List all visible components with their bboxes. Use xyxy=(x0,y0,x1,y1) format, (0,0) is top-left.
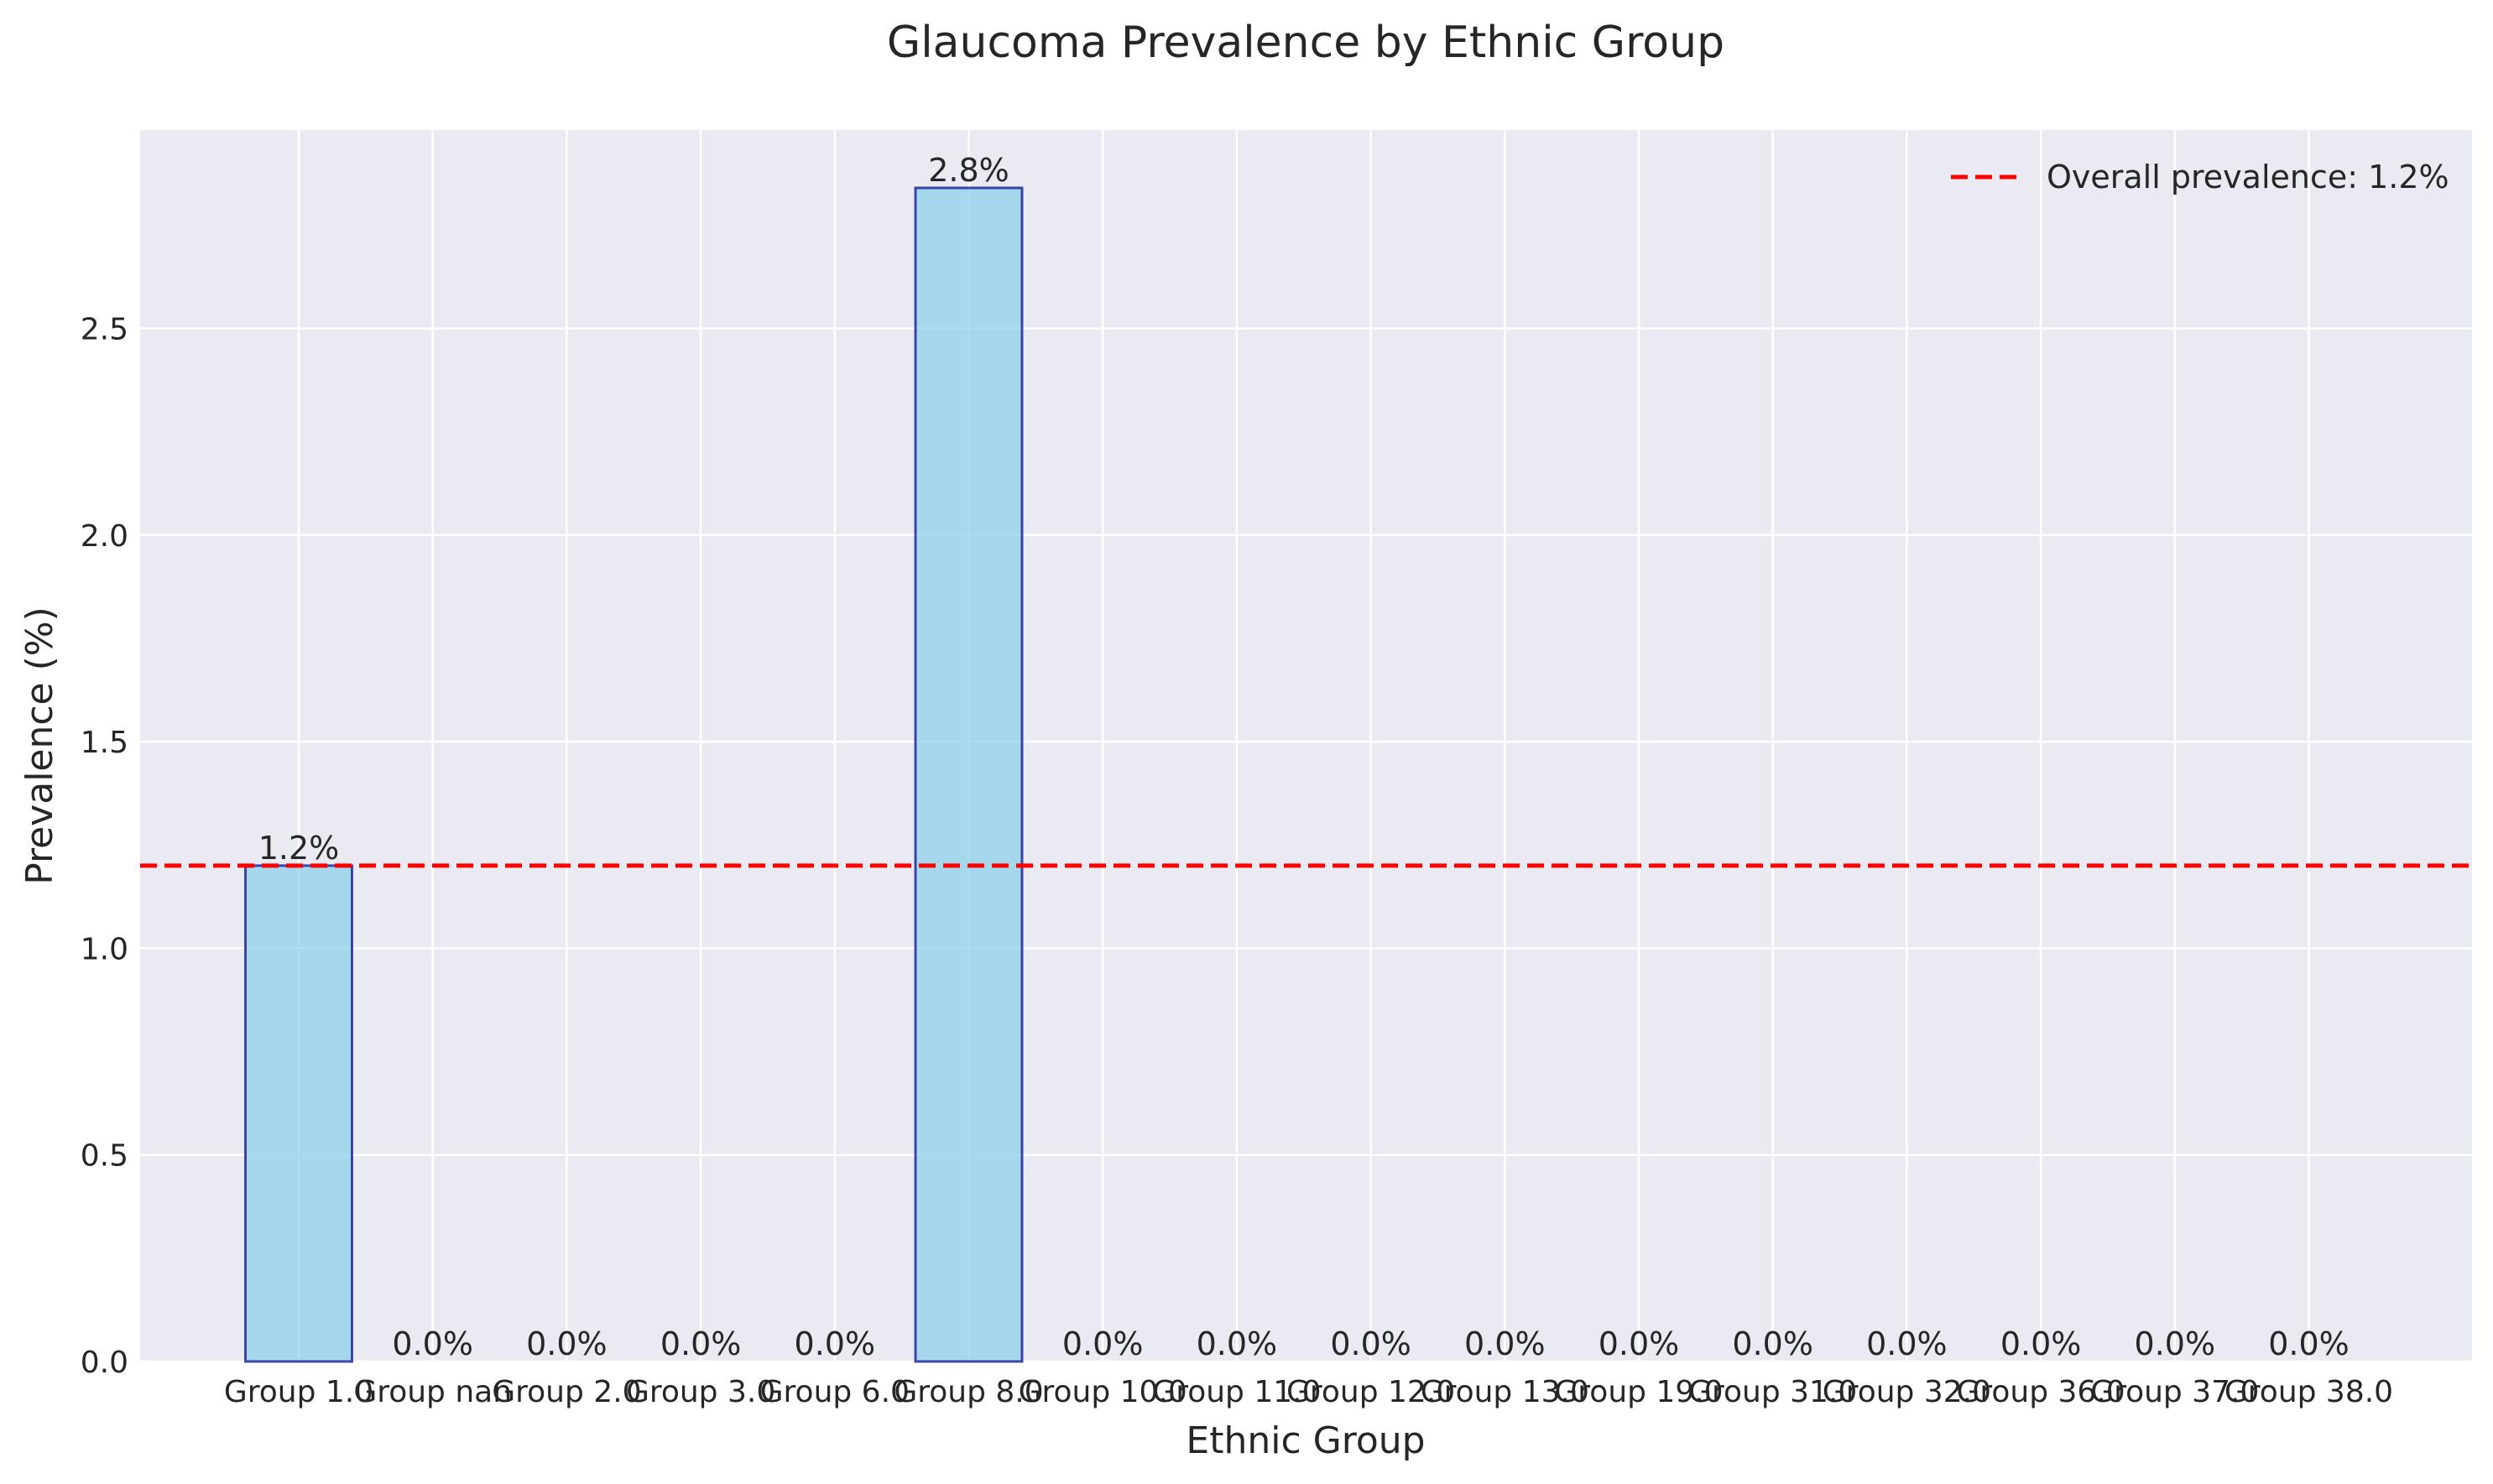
bar-value-label: 0.0% xyxy=(1866,1325,1948,1362)
bar xyxy=(244,864,353,1363)
x-tick-label: Group 31.0 xyxy=(1688,1375,1857,1409)
bars-layer xyxy=(244,186,1024,1363)
y-tick-labels: 0.0 0.5 1.0 1.5 2.0 2.5 xyxy=(81,312,128,1380)
bar-value-label: 0.0% xyxy=(392,1325,473,1362)
x-axis-label: Ethnic Group xyxy=(1186,1419,1425,1462)
data-labels-layer: 1.2% 0.0% 0.0% 0.0% 0.0% 2.8% 0.0% 0.0% 0.0% 0.0%… xyxy=(258,152,2350,1362)
y-tick-label: 1.0 xyxy=(81,932,128,966)
bar-value-label: 0.0% xyxy=(1062,1325,1144,1362)
x-tick-label: Group 8.0 xyxy=(894,1375,1043,1409)
bar-value-label: 0.0% xyxy=(1197,1325,1278,1362)
y-tick-label: 0.0 xyxy=(81,1346,128,1380)
bar-value-label: 0.0% xyxy=(526,1325,608,1362)
x-tick-label: Group 10.0 xyxy=(1019,1375,1187,1409)
bar-value-label: 0.0% xyxy=(1464,1325,1546,1362)
bar-value-label: 0.0% xyxy=(2000,1325,2082,1362)
y-tick-label: 1.5 xyxy=(81,726,128,760)
x-tick-label: Group 3.0 xyxy=(626,1375,775,1409)
bar-value-label: 0.0% xyxy=(2268,1325,2350,1362)
legend-label: Overall prevalence: 1.2% xyxy=(2047,159,2449,195)
bar-value-label: 0.0% xyxy=(2135,1325,2216,1362)
y-axis-label: Prevalence (%) xyxy=(18,607,61,885)
bar-value-label: 0.0% xyxy=(795,1325,876,1362)
x-tick-label: Group 2.0 xyxy=(492,1375,641,1409)
bar xyxy=(914,186,1024,1363)
legend: Overall prevalence: 1.2% xyxy=(1951,159,2449,195)
x-tick-label: Group 1.0 xyxy=(224,1375,373,1409)
plot-area xyxy=(140,130,2472,1362)
bar-value-label: 0.0% xyxy=(1732,1325,1813,1362)
x-tick-label: Group 12.0 xyxy=(1286,1375,1455,1409)
x-tick-label: Group 38.0 xyxy=(2224,1375,2393,1409)
bar-value-label: 0.0% xyxy=(1330,1325,1411,1362)
x-tick-label: Group 19.0 xyxy=(1554,1375,1723,1409)
x-tick-label: Group 37.0 xyxy=(2090,1375,2259,1409)
bar-value-label: 0.0% xyxy=(660,1325,742,1362)
bar-value-label: 2.8% xyxy=(928,152,1009,189)
y-tick-label: 2.5 xyxy=(81,312,128,346)
x-tick-label: Group 13.0 xyxy=(1421,1375,1589,1409)
x-tick-label: Group nan xyxy=(353,1375,512,1409)
x-tick-label: Group 36.0 xyxy=(1956,1375,2125,1409)
x-tick-label: Group 11.0 xyxy=(1152,1375,1321,1409)
bar-value-label: 0.0% xyxy=(1599,1325,1680,1362)
bar-value-label: 1.2% xyxy=(258,830,340,867)
x-tick-label: Group 6.0 xyxy=(760,1375,910,1409)
y-tick-label: 2.0 xyxy=(81,519,128,554)
y-tick-label: 0.5 xyxy=(81,1139,128,1174)
chart-title: Glaucoma Prevalence by Ethnic Group xyxy=(887,18,1724,68)
x-tick-label: Group 32.0 xyxy=(1823,1375,1991,1409)
